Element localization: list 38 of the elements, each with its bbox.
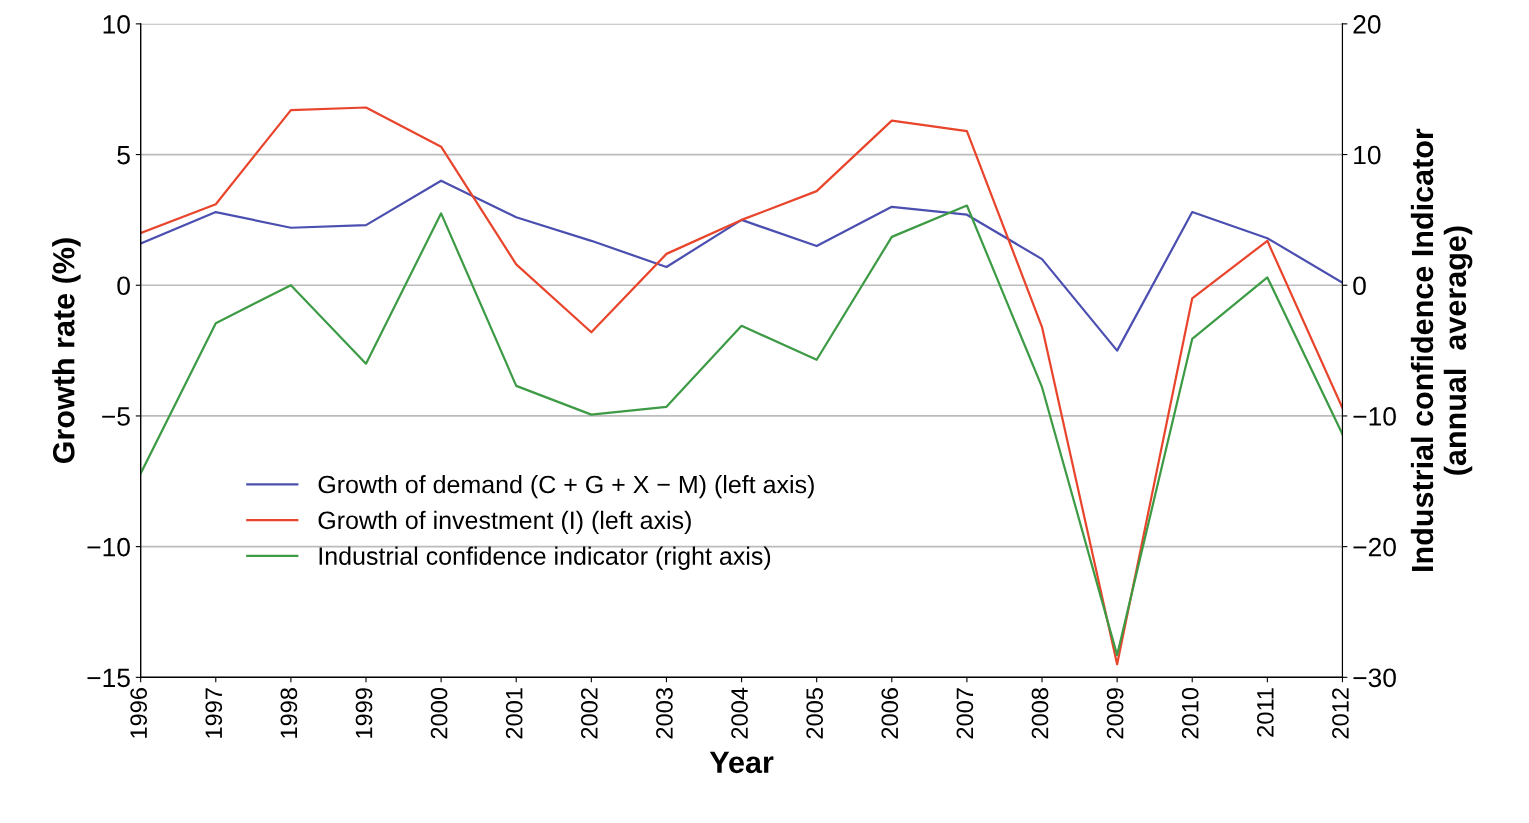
line-series [140,204,1343,657]
legend-label: Growth of investment (I) (left axis) [318,510,691,535]
y-tick-label: 0 [117,276,130,296]
x-tick-label: 2006 [881,688,899,739]
x-tick-label: 2010 [1181,687,1199,739]
y-tick-label: 10 [103,15,130,34]
x-tick-label: 2009 [1106,688,1124,739]
x-tick-label: 2004 [731,687,748,739]
y-tick-label: −10 [87,537,130,557]
x-tick-label: 1996 [130,688,148,738]
y-tick-label: −15 [87,668,130,688]
y-tick-label: 5 [117,145,130,165]
line-series [140,106,1343,666]
x-tick-label: 2003 [656,688,673,739]
y2-tick-label: 0 [1353,276,1366,296]
x-tick-label: 2008 [1031,688,1049,739]
legend-label: Growth of demand (C + G + X − M) (left axis) [318,474,814,499]
line-series [140,179,1343,352]
legend-label: Industrial confidence indicator (right axis) [319,546,771,570]
y2-tick-label: 20 [1353,15,1381,34]
y2-tick-label: −20 [1353,537,1396,557]
y2-tick-label: 10 [1354,145,1381,165]
y-axis-title: Growth rate (%) [52,238,81,464]
x-tick-label: 2012 [1332,688,1349,739]
x-tick-label: 2002 [580,688,598,739]
y2-tick-label: −30 [1353,668,1396,688]
x-tick-label: 1998 [280,688,298,738]
x-axis-title: Year [709,751,774,774]
x-tick-label: 2011 [1256,688,1274,737]
x-tick-label: 1999 [355,688,373,738]
x-tick-label: 1997 [205,688,223,738]
y2-tick-label: −10 [1353,407,1396,426]
x-tick-label: 2000 [430,687,448,739]
x-tick-label: 2001 [505,688,523,739]
x-tick-label: 2007 [956,688,974,739]
y-tick-label: −5 [102,407,130,426]
x-tick-label: 2005 [806,688,824,739]
y2-axis-title: Industrial confidence Indicator (annual average) [1410,128,1473,571]
